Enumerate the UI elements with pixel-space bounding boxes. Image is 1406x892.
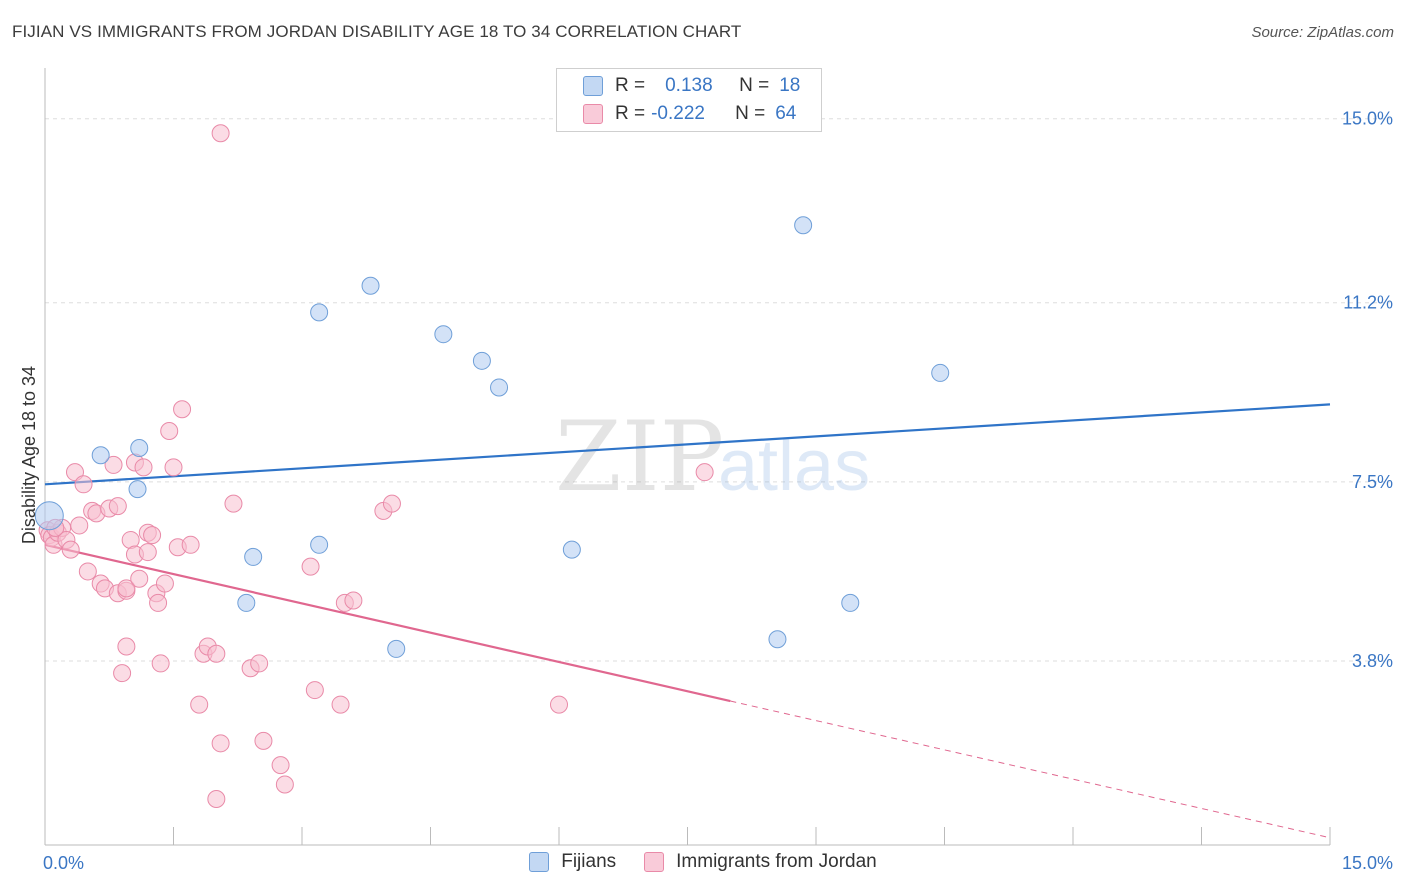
data-point-jordan bbox=[250, 654, 269, 673]
data-points bbox=[34, 124, 950, 809]
data-point-jordan bbox=[149, 593, 168, 612]
legend-n-value: 18 bbox=[779, 75, 801, 96]
data-point-jordan bbox=[108, 497, 127, 516]
data-point-fijians bbox=[361, 276, 380, 295]
legend-r-value: 0.138 bbox=[665, 75, 713, 96]
trend-line-jordan bbox=[44, 543, 731, 703]
data-point-fijians bbox=[310, 535, 329, 554]
data-point-jordan bbox=[207, 790, 226, 809]
grid-lines bbox=[45, 118, 1390, 662]
data-point-jordan bbox=[344, 591, 363, 610]
data-point-jordan bbox=[70, 516, 89, 535]
watermark-atlas: atlas bbox=[718, 426, 870, 506]
data-point-fijians bbox=[490, 378, 509, 397]
data-point-fijians bbox=[562, 540, 581, 559]
watermark: ZIP atlas bbox=[555, 401, 870, 513]
data-point-jordan bbox=[254, 731, 273, 750]
data-point-jordan bbox=[134, 458, 153, 477]
y-tick-label: 11.2% bbox=[1343, 293, 1393, 313]
data-point-jordan bbox=[271, 756, 290, 775]
tick-labels: 3.8% 7.5% 11.2% 15.0% 0.0% 15.0% bbox=[43, 109, 1393, 873]
legend-label-jordan: Immigrants from Jordan bbox=[676, 851, 877, 872]
data-point-fijians bbox=[310, 303, 329, 322]
data-point-jordan bbox=[695, 463, 714, 482]
legend-item-fijians[interactable]: Fijians bbox=[529, 851, 616, 873]
legend-r-label: R = bbox=[615, 75, 646, 96]
data-point-fijians bbox=[130, 438, 149, 457]
y-tick-label: 15.0% bbox=[1342, 109, 1393, 129]
data-point-fijians bbox=[768, 630, 787, 649]
data-point-fijians bbox=[237, 593, 256, 612]
data-point-jordan bbox=[160, 422, 179, 441]
data-point-jordan bbox=[382, 494, 401, 513]
legend-swatch-fijians bbox=[529, 852, 550, 872]
data-point-fijians bbox=[841, 593, 860, 612]
data-point-jordan bbox=[155, 574, 174, 593]
data-point-jordan bbox=[164, 458, 183, 477]
legend-row-fijians: R = 0.138 N = 18 bbox=[583, 73, 800, 99]
data-point-fijians bbox=[472, 351, 491, 370]
data-point-jordan bbox=[173, 400, 192, 419]
data-point-fijians bbox=[91, 446, 110, 465]
x-tick-label: 15.0% bbox=[1342, 853, 1393, 873]
legend-item-jordan[interactable]: Immigrants from Jordan bbox=[644, 851, 877, 873]
data-point-jordan bbox=[207, 644, 226, 663]
correlation-legend: R = 0.138 N = 18 R = -0.222 N = 64 bbox=[556, 68, 822, 132]
legend-n-label: N = bbox=[735, 103, 766, 124]
y-tick-label: 3.8% bbox=[1352, 651, 1393, 671]
data-point-fijians bbox=[931, 363, 950, 382]
data-point-jordan bbox=[117, 579, 136, 598]
trend-line-jordan-extrapolated bbox=[730, 700, 1331, 839]
legend-swatch-blue bbox=[583, 76, 603, 96]
data-point-jordan bbox=[78, 562, 97, 581]
legend-n-value: 64 bbox=[775, 103, 797, 124]
data-point-jordan bbox=[211, 734, 230, 753]
y-tick-label: 7.5% bbox=[1352, 472, 1393, 492]
data-point-jordan bbox=[104, 455, 123, 474]
data-point-jordan bbox=[117, 637, 136, 656]
source-label: Source: ZipAtlas.com bbox=[1251, 24, 1394, 41]
data-point-jordan bbox=[211, 124, 230, 143]
data-point-jordan bbox=[74, 475, 93, 494]
data-point-jordan bbox=[181, 535, 200, 554]
data-point-jordan bbox=[331, 695, 350, 714]
data-point-jordan bbox=[61, 540, 80, 559]
x-tick-label: 0.0% bbox=[43, 853, 84, 873]
trend-lines bbox=[44, 403, 1331, 839]
data-point-jordan bbox=[224, 494, 243, 513]
legend-row-jordan: R = -0.222 N = 64 bbox=[583, 101, 796, 127]
data-point-jordan bbox=[130, 569, 149, 588]
data-point-jordan bbox=[113, 664, 132, 683]
chart-title: FIJIAN VS IMMIGRANTS FROM JORDAN DISABIL… bbox=[12, 22, 742, 41]
data-point-jordan bbox=[550, 695, 568, 714]
legend-r-label: R = bbox=[615, 103, 646, 124]
data-point-fijians bbox=[434, 325, 453, 344]
data-point-fijians bbox=[794, 216, 813, 235]
data-point-jordan bbox=[151, 654, 170, 673]
y-axis-label: Disability Age 18 to 34 bbox=[19, 366, 39, 544]
legend-n-label: N = bbox=[739, 75, 770, 96]
data-point-fijians bbox=[128, 480, 147, 499]
legend-swatch-pink bbox=[583, 104, 603, 124]
data-point-fijians bbox=[34, 501, 64, 531]
trend-line-fijians bbox=[44, 403, 1331, 486]
axes bbox=[44, 68, 1331, 846]
data-point-fijians bbox=[387, 639, 406, 658]
legend-label-fijians: Fijians bbox=[561, 851, 617, 872]
legend-swatch-jordan bbox=[644, 852, 665, 872]
data-point-jordan bbox=[275, 775, 294, 794]
data-point-jordan bbox=[143, 526, 162, 545]
data-point-jordan bbox=[190, 695, 209, 714]
series-legend: Fijians Immigrants from Jordan bbox=[0, 851, 1406, 873]
legend-r-value: -0.222 bbox=[651, 103, 705, 124]
data-point-jordan bbox=[138, 543, 157, 562]
watermark-zip: ZIP bbox=[555, 401, 724, 513]
data-point-fijians bbox=[244, 547, 263, 566]
data-point-jordan bbox=[301, 557, 320, 576]
data-point-jordan bbox=[305, 681, 324, 700]
